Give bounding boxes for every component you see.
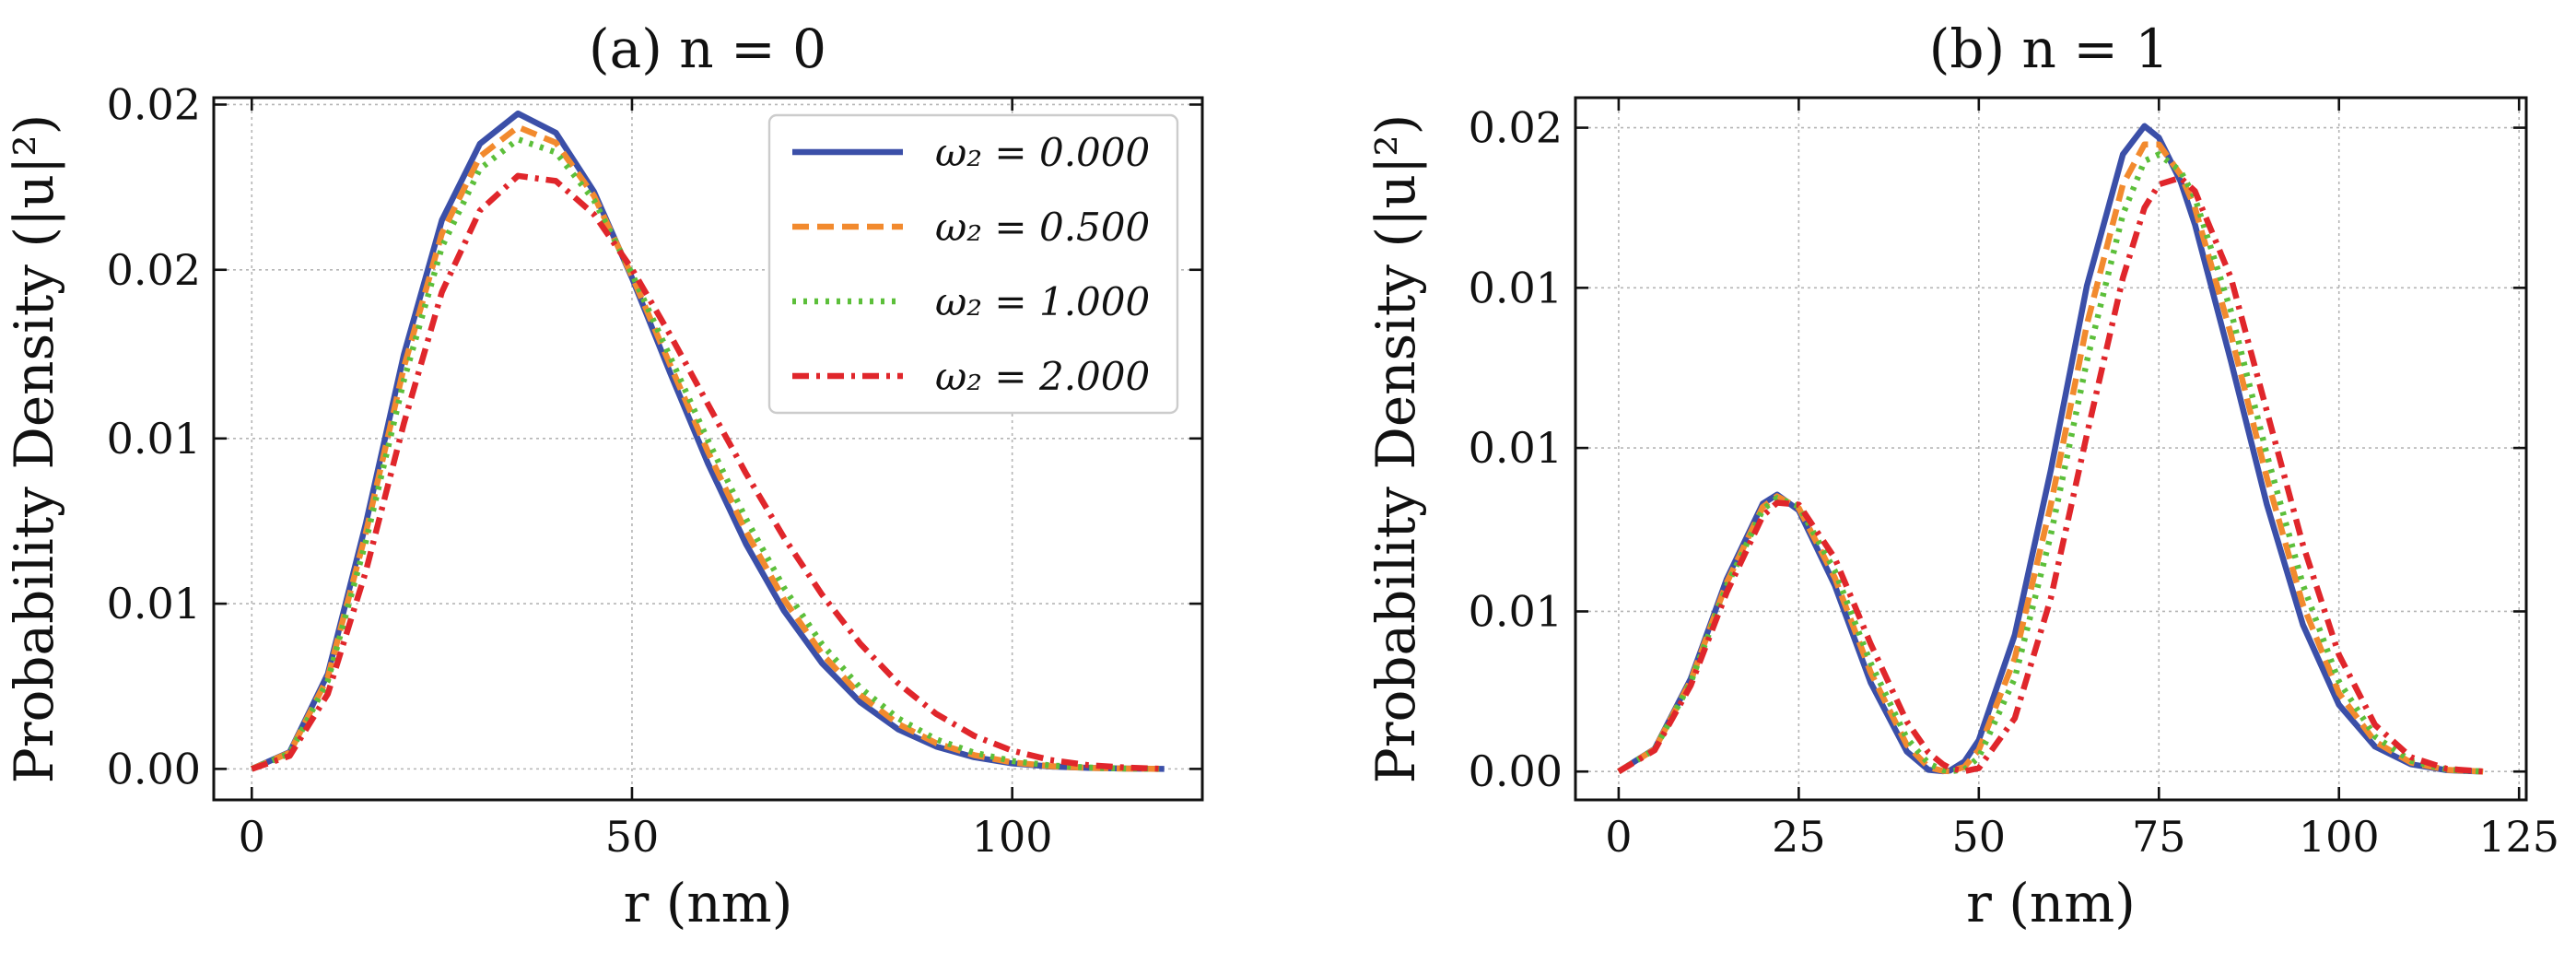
y-tick-label: 0.00 xyxy=(1469,746,1563,796)
chart-title: (a) n = 0 xyxy=(589,18,826,80)
legend-label-3: ω₂ = 2.000 xyxy=(935,354,1150,399)
y-axis-label: Probability Density (|u|²) xyxy=(1364,114,1427,784)
series-line-0 xyxy=(1617,123,2484,775)
x-tick-label: 0 xyxy=(239,812,265,862)
x-tick-label: 50 xyxy=(1952,812,2007,862)
x-tick-label: 50 xyxy=(605,812,660,862)
axes-frame xyxy=(212,96,1204,802)
y-tick-label: 0.02 xyxy=(107,245,201,295)
x-tick-label: 125 xyxy=(2478,812,2559,862)
chart-title: (b) n = 1 xyxy=(1929,18,2170,80)
x-axis-label: r (nm) xyxy=(624,872,793,934)
legend: ω₂ = 0.000 ω₂ = 0.500 ω₂ = 1.000 ω₂ = 2.000 xyxy=(767,113,1179,415)
series-line-2 xyxy=(251,135,1165,772)
legend-label-2: ω₂ = 1.000 xyxy=(935,279,1150,324)
y-tick-label: 0.01 xyxy=(1469,263,1563,312)
panel-a: 0 50 100 0.00 0.01 0.01 0.02 0.02 (a) n = 0 r (nm… xyxy=(3,18,1204,934)
x-tick-label: 25 xyxy=(1772,812,1826,862)
series-line-3 xyxy=(1617,174,2484,775)
y-tick-label: 0.02 xyxy=(1469,103,1563,153)
legend-label-1: ω₂ = 0.500 xyxy=(935,205,1150,250)
y-tick-label: 0.02 xyxy=(107,79,201,129)
panel-b: 0 25 50 75 100 125 0.00 0.01 0.01 0.01 0.02 (b) n =… xyxy=(1364,18,2559,934)
x-tick-label: 100 xyxy=(2299,812,2380,862)
y-tick-label: 0.01 xyxy=(1469,423,1563,473)
x-tick-label: 0 xyxy=(1605,812,1632,862)
series-line-2 xyxy=(1617,151,2484,775)
legend-label-0: ω₂ = 0.000 xyxy=(935,130,1150,175)
y-tick-label: 0.01 xyxy=(1469,586,1563,636)
legend-frame xyxy=(767,113,1179,415)
y-tick-label: 0.01 xyxy=(107,579,201,628)
x-tick-label: 100 xyxy=(972,812,1053,862)
series-line-1 xyxy=(251,123,1165,772)
y-tick-label: 0.00 xyxy=(107,744,201,793)
series-line-3 xyxy=(251,172,1165,772)
x-tick-label: 75 xyxy=(2132,812,2186,862)
y-axis-label: Probability Density (|u|²) xyxy=(3,114,65,784)
axes-frame xyxy=(1574,96,2528,802)
y-tick-label: 0.01 xyxy=(107,414,201,464)
x-axis-label: r (nm) xyxy=(1966,872,2136,934)
